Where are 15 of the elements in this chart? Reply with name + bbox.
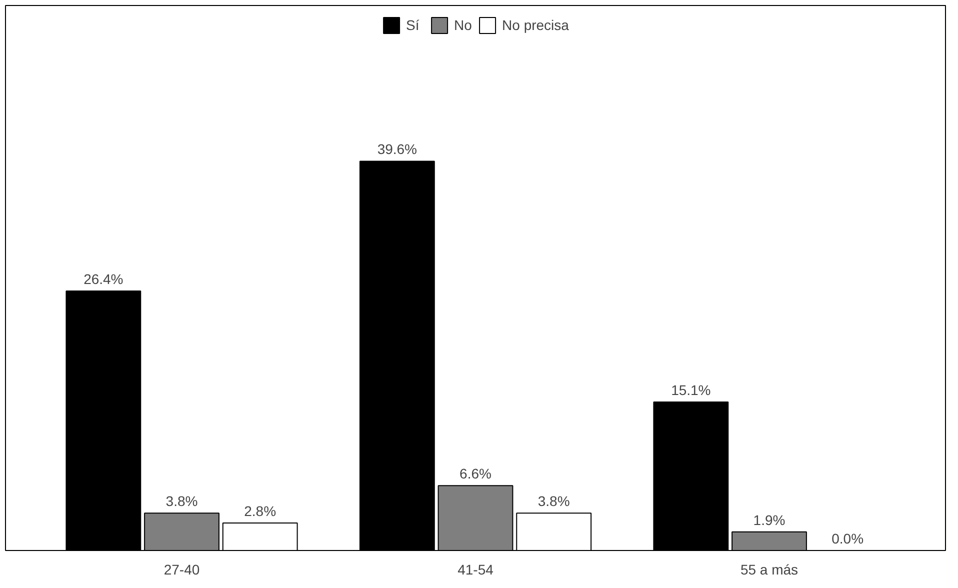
data-label: 39.6% bbox=[377, 141, 418, 158]
legend-label: Sí bbox=[406, 17, 420, 33]
data-label: 3.8% bbox=[538, 493, 570, 510]
data-label: 6.6% bbox=[460, 466, 492, 482]
data-label: 26.4% bbox=[84, 270, 124, 287]
data-label: 2.8% bbox=[244, 502, 276, 519]
x-tick-label: 55 a más bbox=[740, 562, 798, 578]
data-label: 1.9% bbox=[753, 512, 786, 528]
legend-label: No bbox=[454, 17, 473, 33]
x-tick-label: 41-54 bbox=[458, 562, 494, 578]
x-tick-label: 27-40 bbox=[164, 562, 200, 578]
data-label: 0.0% bbox=[832, 530, 864, 546]
data-label: 3.8% bbox=[166, 493, 198, 510]
data-label: 15.1% bbox=[671, 382, 711, 398]
legend-label: No precisa bbox=[502, 17, 569, 33]
